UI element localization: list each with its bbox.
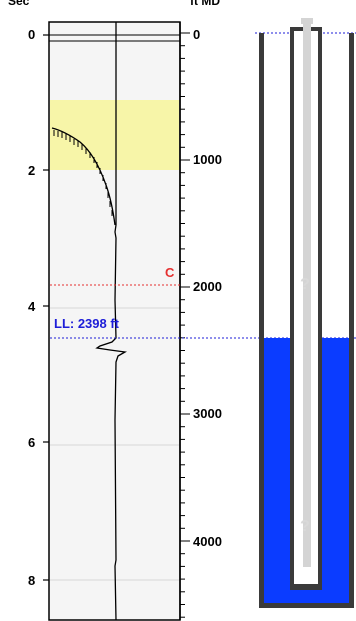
unknown-bottom-marker: ? xyxy=(300,518,310,535)
tubing-right-wall xyxy=(318,27,322,590)
highlight-band xyxy=(50,100,179,170)
unknown-top-marker: ? xyxy=(300,276,310,293)
time-tick-label: 8 xyxy=(28,573,36,588)
time-tick-label: 4 xyxy=(28,299,36,314)
time-tick-label: 6 xyxy=(28,435,36,450)
depth-axis-title: ft MD xyxy=(190,0,220,8)
depth-tick-label: 2000 xyxy=(193,279,222,294)
depth-tick-label: 0 xyxy=(193,27,201,42)
trace-gridlines xyxy=(50,307,179,581)
rod-string xyxy=(303,22,311,567)
casing-right-wall xyxy=(349,33,354,608)
depth-tick-label: 3000 xyxy=(193,406,222,421)
echo-hatches xyxy=(53,130,113,216)
tubing-bottom xyxy=(290,584,322,590)
rod-top-cap xyxy=(301,18,313,24)
depth-tick-label: 1000 xyxy=(193,152,222,167)
time-tick-label: 2 xyxy=(28,163,36,178)
casing-bottom xyxy=(259,603,354,608)
liquid-level-label: LL: 2398 ft xyxy=(54,316,120,331)
time-axis-title: Sec xyxy=(8,0,30,8)
collar-marker-label: C xyxy=(165,265,175,280)
acoustic-trace xyxy=(95,22,127,621)
time-axis-ticks xyxy=(43,34,49,581)
casing-left-wall xyxy=(259,33,264,608)
depth-tick-label: 4000 xyxy=(193,534,222,549)
time-tick-label: 0 xyxy=(28,27,36,42)
tubing-left-wall xyxy=(290,27,294,590)
depth-axis-ticks xyxy=(180,32,190,618)
echo-decay-curve xyxy=(51,127,116,226)
